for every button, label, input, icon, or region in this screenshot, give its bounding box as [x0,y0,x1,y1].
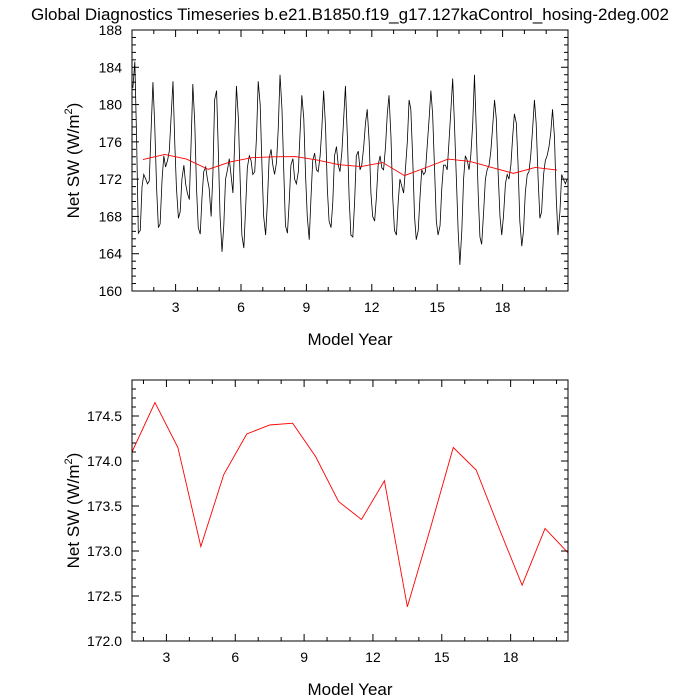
x-tick-label: 12 [364,299,380,315]
timeseries-panel: 3 6 9 12 15 18 160 164 168 172 176 180 184 188 Model … [63,22,569,349]
y-tick-label: 172.0 [87,633,122,649]
monthly-net-sw-line [132,61,568,265]
y-tick-label: 174.0 [87,453,122,469]
y-tick-label: 172 [99,171,123,187]
x-tick-label: 12 [365,649,381,665]
y-tick-label: 168 [99,208,123,224]
x-tick-label: 15 [429,299,445,315]
chart-title: Global Diagnostics Timeseries b.e21.B185… [31,5,669,24]
y-tick-label: 174.5 [87,408,122,424]
x-tick-label: 9 [300,649,308,665]
annual-mean-panel: 3 6 9 12 15 18172.0172.5173.0173.5174.0174.5 … [63,379,569,699]
x-tick-label: 3 [163,649,171,665]
x-tick-label: 18 [495,299,511,315]
y-tick-label: 180 [99,97,123,113]
x-axis-title: Model Year [307,680,392,699]
y-axis-title: Net SW (W/m2) [63,453,83,569]
y-tick-label: 164 [99,246,123,262]
x-tick-label: 6 [237,299,245,315]
plot-frame [131,29,569,292]
y-tick-label: 188 [99,22,123,38]
x-tick-label: 6 [231,649,239,665]
annual-mean-net-sw-line [131,401,569,607]
y-tick-label: 176 [99,134,123,150]
y-tick-label: 173.5 [87,498,122,514]
y-tick-label: 172.5 [87,588,122,604]
y-tick-label: 160 [99,283,123,299]
y-tick-label: 184 [99,59,123,75]
x-tick-label: 15 [434,649,450,665]
annual-mean-net-sw-line [142,153,558,177]
y-tick-label: 173.0 [87,543,122,559]
x-axis-title: Model Year [307,330,392,349]
x-tick-label: 9 [303,299,311,315]
x-tick-label: 18 [503,649,519,665]
x-tick-label: 3 [172,299,180,315]
y-axis-title: Net SW (W/m2) [63,103,83,219]
